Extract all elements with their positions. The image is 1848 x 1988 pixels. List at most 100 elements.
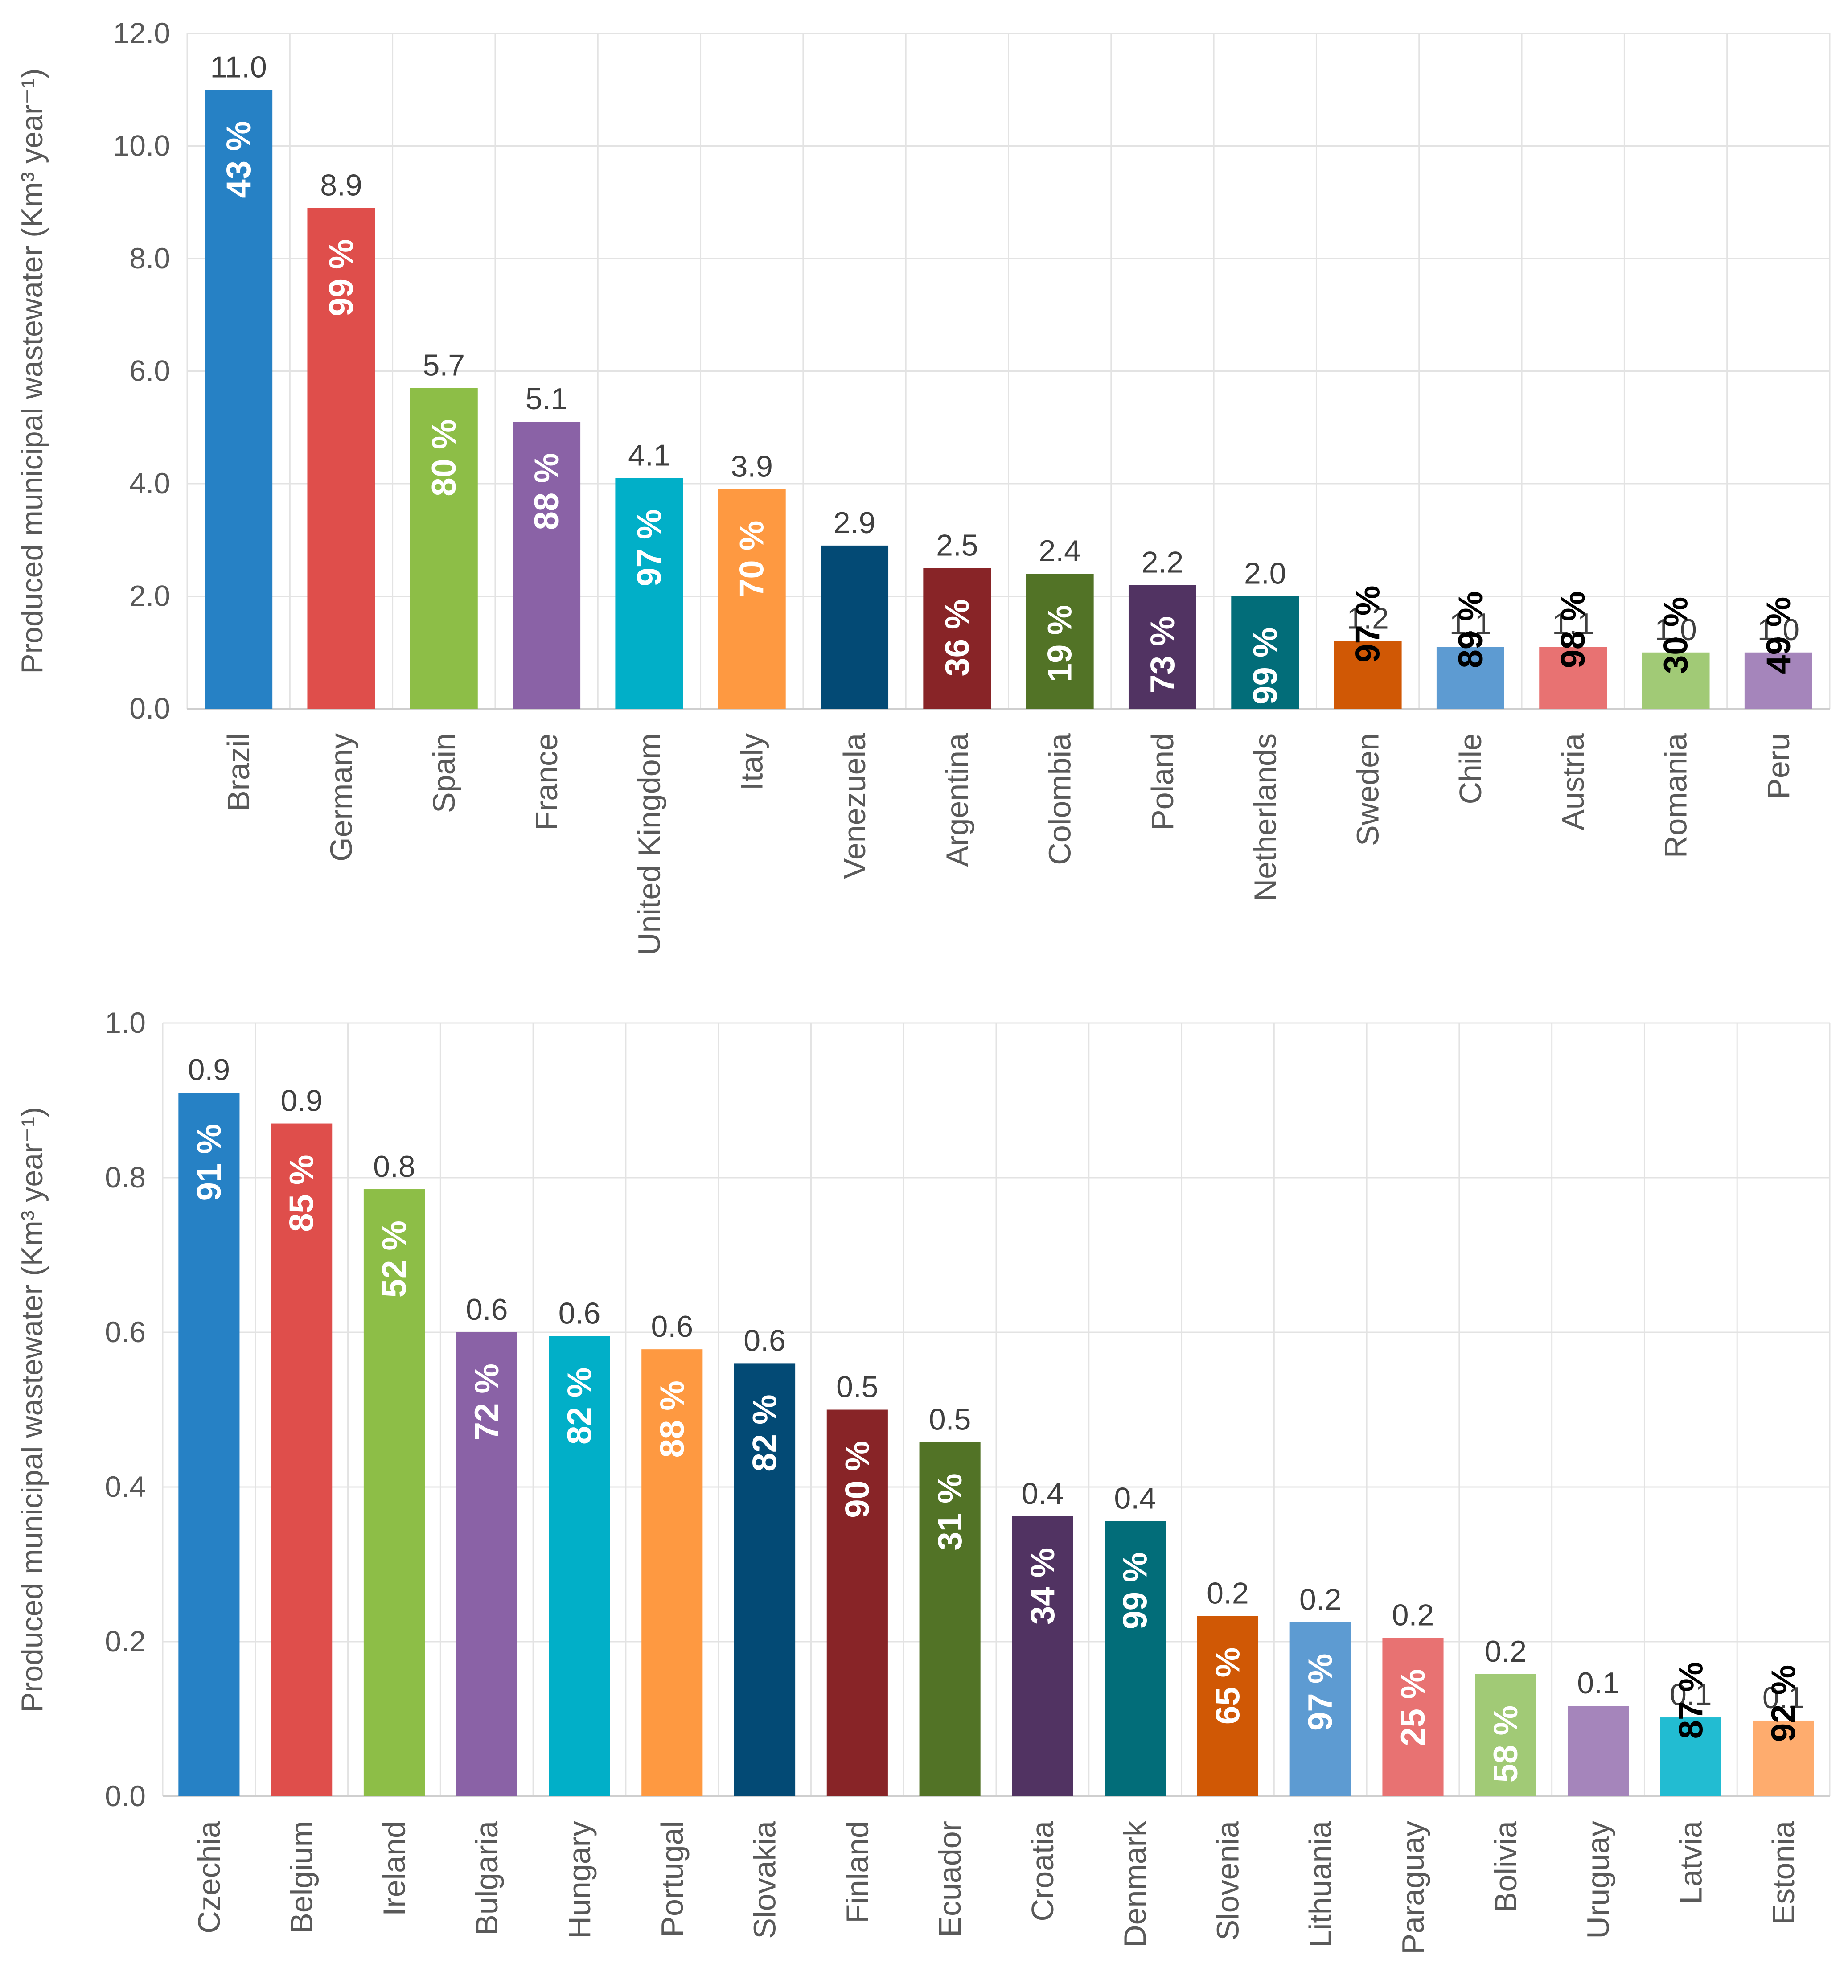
value-label: 0.4 xyxy=(1114,1481,1156,1515)
value-label: 0.2 xyxy=(1485,1635,1527,1668)
category-label: Venezuela xyxy=(837,733,872,879)
bar-ecuador xyxy=(919,1442,981,1796)
value-label: 5.7 xyxy=(423,348,465,382)
bar-spain xyxy=(410,388,478,709)
bar-venezuela xyxy=(821,545,889,709)
percent-label: 43 % xyxy=(220,121,258,198)
percent-label: 97 % xyxy=(630,509,668,586)
y-tick-label: 8.0 xyxy=(129,242,170,275)
percent-label: 89 % xyxy=(1452,591,1490,668)
value-label: 0.2 xyxy=(1299,1583,1342,1617)
chart-bottom: 0.0 0.2 0.4 0.6 0.8 1.0 Produced municipal was… xyxy=(15,1006,1831,1955)
category-label: Bulgaria xyxy=(469,1821,504,1935)
percent-label: 88 % xyxy=(653,1380,691,1458)
category-label: Colombia xyxy=(1043,733,1077,865)
bar-united-kingdom xyxy=(615,478,683,709)
category-label: Belgium xyxy=(284,1821,319,1934)
category-label: Bolivia xyxy=(1488,1821,1523,1913)
percent-label: 58 % xyxy=(1487,1705,1525,1783)
value-label: 0.8 xyxy=(373,1150,415,1183)
percent-label: 99 % xyxy=(1117,1552,1154,1629)
y-tick-label: 1.0 xyxy=(105,1006,146,1039)
percent-label: 82 % xyxy=(746,1394,784,1471)
category-label: Ecuador xyxy=(932,1821,967,1937)
percent-label: 36 % xyxy=(938,599,976,676)
category-label: Spain xyxy=(427,733,461,813)
category-label: Paraguay xyxy=(1396,1821,1430,1955)
bar-ireland xyxy=(363,1189,425,1796)
category-label: Brazil xyxy=(221,733,256,811)
percent-label: 80 % xyxy=(425,419,463,496)
category-label: Sweden xyxy=(1351,733,1385,846)
category-label: Finland xyxy=(840,1821,875,1923)
category-label: Slovenia xyxy=(1210,1821,1245,1941)
bar-latvia xyxy=(1660,1717,1721,1796)
bar-finland xyxy=(826,1409,888,1796)
value-label: 4.1 xyxy=(628,438,670,472)
bar-czechia xyxy=(178,1093,240,1796)
value-label: 1.0 xyxy=(1758,613,1800,647)
y-tick-label: 0.8 xyxy=(105,1161,146,1194)
bar-croatia xyxy=(1012,1516,1073,1796)
bar-denmark xyxy=(1105,1521,1166,1796)
value-label: 0.6 xyxy=(466,1293,508,1327)
category-label: Portugal xyxy=(655,1821,690,1937)
bar-hungary xyxy=(549,1336,610,1796)
percent-label: 49 % xyxy=(1760,597,1798,674)
value-label: 0.9 xyxy=(280,1084,323,1118)
y-axis-label: Produced municipal wastewater (Km³ year⁻… xyxy=(15,1107,49,1713)
percent-label: 25 % xyxy=(1394,1669,1432,1746)
value-label: 1.1 xyxy=(1552,607,1594,641)
percent-label: 72 % xyxy=(468,1364,506,1441)
bar-belgium xyxy=(271,1123,333,1796)
percent-label: 88 % xyxy=(528,453,566,530)
percent-label: 91 % xyxy=(190,1124,228,1201)
y-tick-label: 0.0 xyxy=(129,692,170,725)
category-label: Ireland xyxy=(377,1821,411,1916)
percent-label: 52 % xyxy=(375,1220,413,1298)
y-tick-label: 10.0 xyxy=(113,129,170,162)
bar-lithuania xyxy=(1289,1622,1351,1796)
y-tick-label: 12.0 xyxy=(113,16,170,49)
percent-label: 99 % xyxy=(1246,628,1284,705)
category-label: Latvia xyxy=(1673,1821,1708,1904)
category-label: Estonia xyxy=(1766,1821,1801,1925)
category-label: Austria xyxy=(1556,733,1590,830)
y-tick-label: 2.0 xyxy=(129,579,170,612)
category-label: Germany xyxy=(324,733,358,862)
bar-slovenia xyxy=(1197,1616,1259,1796)
percent-label: 98 % xyxy=(1554,591,1592,668)
percent-label: 85 % xyxy=(283,1155,321,1232)
percent-label: 34 % xyxy=(1024,1548,1062,1625)
value-label: 0.9 xyxy=(188,1053,230,1087)
value-label: 0.1 xyxy=(1577,1666,1619,1700)
category-label: Argentina xyxy=(940,733,974,867)
value-label: 0.1 xyxy=(1762,1681,1805,1715)
bar-sweden xyxy=(1334,641,1402,709)
value-label: 1.0 xyxy=(1655,613,1697,647)
bar-bolivia xyxy=(1475,1674,1536,1796)
y-tick-label: 0.6 xyxy=(105,1315,146,1348)
y-tick-label: 6.0 xyxy=(129,354,170,387)
value-label: 2.5 xyxy=(936,528,978,562)
y-axis-label: Produced municipal wastewater (Km³ year⁻… xyxy=(15,68,49,674)
value-label: 0.6 xyxy=(743,1323,786,1357)
value-label: 0.2 xyxy=(1392,1598,1434,1632)
percent-label: 99 % xyxy=(322,239,360,316)
category-label: Denmark xyxy=(1118,1820,1153,1947)
value-label: 0.5 xyxy=(836,1370,879,1404)
category-label: Slovakia xyxy=(747,1821,782,1939)
category-label: Czechia xyxy=(192,1821,226,1934)
value-label: 2.2 xyxy=(1142,545,1184,579)
category-label: United Kingdom xyxy=(632,733,666,955)
category-label: Chile xyxy=(1453,733,1488,805)
category-label: Lithuania xyxy=(1303,1821,1338,1947)
value-label: 2.0 xyxy=(1244,557,1286,591)
value-label: 0.6 xyxy=(651,1310,694,1343)
bar-poland xyxy=(1128,585,1196,709)
value-label: 11.0 xyxy=(210,50,267,84)
category-label: France xyxy=(529,733,564,830)
percent-label: 73 % xyxy=(1144,616,1182,693)
value-label: 0.4 xyxy=(1022,1477,1064,1511)
